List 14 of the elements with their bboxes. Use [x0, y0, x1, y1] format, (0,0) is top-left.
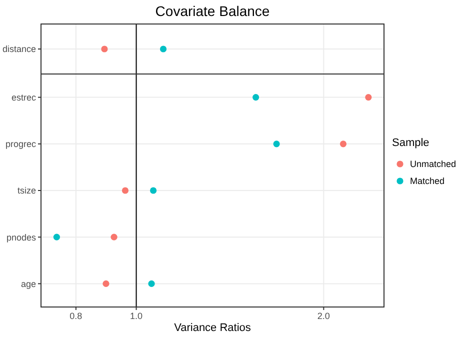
chart-title: Covariate Balance: [155, 3, 270, 19]
y-tick-label: tsize: [17, 186, 36, 196]
legend-title: Sample: [392, 137, 430, 149]
x-tick-label: 2.0: [317, 311, 330, 321]
x-tick-label: 1.0: [130, 311, 143, 321]
x-axis-title: Variance Ratios: [174, 322, 252, 334]
y-tick-label: age: [20, 278, 36, 289]
x-tick-label: 0.8: [70, 311, 82, 321]
y-tick-label: estrec: [11, 92, 36, 102]
legend-label: Unmatched: [410, 159, 456, 170]
legend-label: Matched: [410, 176, 445, 186]
y-tick-label: progrec: [5, 139, 36, 150]
y-tick-label: distance: [2, 44, 36, 54]
y-tick-label: pnodes: [6, 232, 36, 242]
